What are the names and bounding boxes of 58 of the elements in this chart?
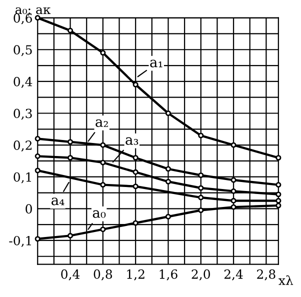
y-tick-label: 0,3: [14, 108, 32, 120]
point: [276, 154, 282, 161]
y-tick-label: 0,1: [14, 172, 31, 184]
point: [198, 194, 204, 200]
annotation: a₄: [52, 198, 64, 206]
point: [276, 182, 282, 188]
point: [198, 207, 204, 214]
x-tick-label: 1,2: [127, 269, 144, 280]
point: [34, 15, 40, 21]
point: [34, 236, 40, 242]
point: [198, 185, 204, 191]
point: [165, 166, 172, 172]
point: [165, 110, 172, 116]
point: [198, 172, 204, 178]
point: [100, 142, 106, 148]
point: [67, 28, 74, 34]
y-tick-label: 0,5: [14, 45, 32, 56]
point: [132, 220, 138, 226]
y-tick-label: 0,2: [14, 140, 32, 152]
point: [67, 139, 74, 145]
annotation: a₀: [92, 210, 106, 218]
point: [34, 168, 40, 174]
point: [276, 192, 282, 198]
point: [100, 226, 106, 232]
point: [230, 142, 236, 148]
point: [165, 214, 172, 220]
point: [100, 50, 106, 56]
point: [100, 160, 106, 166]
point: [230, 204, 236, 210]
point: [165, 178, 172, 184]
annotation: a₂: [96, 119, 108, 127]
point: [276, 202, 282, 208]
point: [34, 136, 40, 142]
point: [100, 182, 106, 188]
annotation: a₃: [126, 137, 138, 145]
point: [276, 198, 282, 204]
x-tick-label: 2,0: [192, 269, 210, 280]
x-tick-label: 2,4: [224, 269, 243, 280]
point: [132, 82, 138, 88]
point: [132, 184, 138, 190]
point: [67, 232, 74, 238]
point: [132, 154, 138, 161]
x-axis-title: xλ: [278, 275, 294, 285]
x-tick-label: 1,6: [160, 269, 178, 280]
x-tick-label: 0,8: [94, 269, 112, 280]
x-tick-label: 0,4: [61, 269, 80, 280]
y-tick-label: 0,4: [14, 76, 32, 88]
point: [230, 198, 236, 204]
point: [67, 154, 74, 161]
y-tick-label: -0,1: [9, 236, 31, 247]
y-tick-label: 0: [26, 204, 32, 214]
x-tick-label: 2,8: [257, 269, 276, 280]
point: [230, 188, 236, 194]
point: [34, 153, 40, 159]
point: [132, 169, 138, 175]
point: [198, 132, 204, 138]
annotation: a₁: [150, 60, 162, 68]
point: [230, 177, 236, 183]
